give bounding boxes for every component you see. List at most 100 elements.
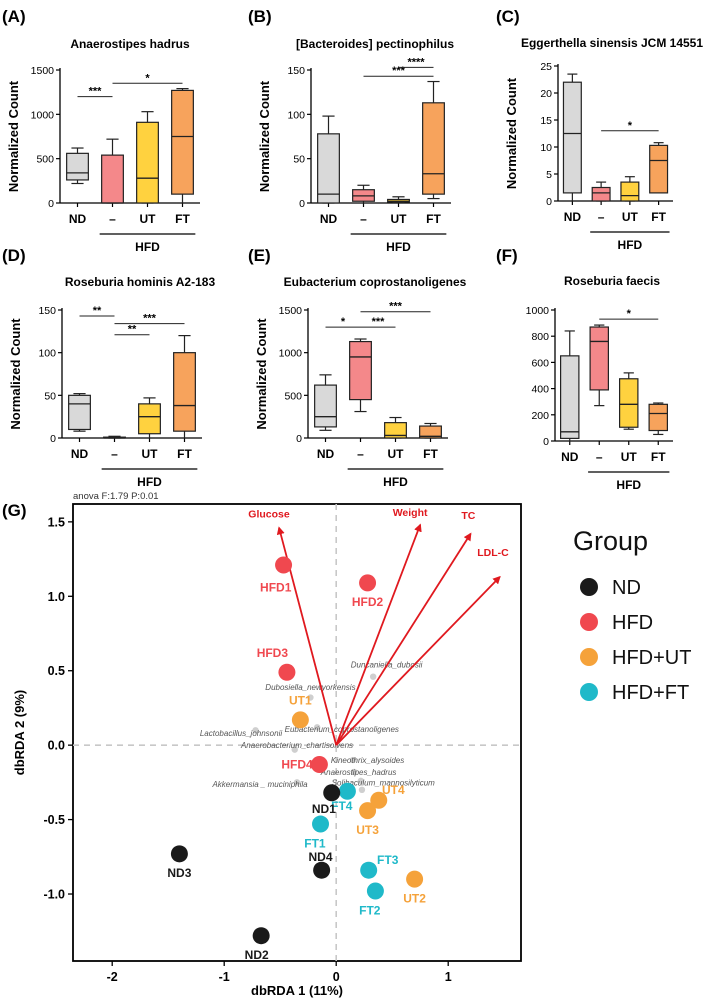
panel-letter: (E) bbox=[248, 246, 271, 265]
env-arrow-label: TC bbox=[461, 510, 475, 522]
x-tick-label: FT bbox=[177, 447, 192, 461]
box-panel-b: (B) [Bacteroides] pectinophilus Normalized… bbox=[248, 7, 454, 254]
box-panel-f: (F) Roseburia faecis 0 200 400 600 800 1000 ND – U… bbox=[496, 246, 673, 492]
x-tick-label: – bbox=[360, 212, 367, 226]
sample-label: HFD3 bbox=[257, 646, 289, 660]
sample-point bbox=[338, 782, 356, 800]
sample-point bbox=[323, 784, 341, 802]
box-nd bbox=[68, 393, 91, 432]
x-tick-label: – bbox=[111, 447, 118, 461]
env-arrow-label: LDL-C bbox=[477, 547, 509, 559]
taxon-point bbox=[350, 768, 358, 776]
y-tick-label: 15 bbox=[540, 115, 552, 127]
box-body bbox=[138, 403, 161, 435]
y-tick-label: -1.0 bbox=[43, 888, 65, 902]
significance-label: * bbox=[145, 72, 150, 84]
sample-label: UT4 bbox=[382, 783, 405, 797]
sample-point bbox=[360, 861, 378, 879]
y-axis-label: dbRDA 2 (9%) bbox=[12, 690, 27, 775]
x-tick-label: ND bbox=[317, 447, 335, 461]
y-tick-label: 200 bbox=[531, 410, 549, 422]
box-panel-c: (C)Eggerthella sinensis JCM 14551 Normali… bbox=[496, 7, 703, 252]
taxon-point bbox=[369, 673, 377, 680]
y-tick-label: 25 bbox=[540, 61, 552, 73]
taxon-label: Anaerostipes_hadrus bbox=[320, 768, 397, 777]
y-tick-label: 10 bbox=[540, 142, 552, 154]
group-label: HFD bbox=[383, 475, 408, 489]
panel-title: Anaerostipes hadrus bbox=[70, 37, 190, 51]
significance-label: * bbox=[628, 120, 633, 132]
panel-letter: (C) bbox=[496, 7, 520, 26]
x-tick-label: FT bbox=[426, 212, 441, 226]
panel-letter: (D) bbox=[2, 246, 26, 265]
legend-label: HFD bbox=[612, 612, 653, 634]
box-nd bbox=[317, 115, 340, 204]
box-body bbox=[422, 102, 445, 195]
y-tick-label: 150 bbox=[287, 65, 305, 77]
box-nd bbox=[560, 330, 580, 442]
sample-point bbox=[313, 861, 331, 879]
taxon-label: Anaerobacterium_chartisolvens bbox=[240, 741, 353, 750]
x-tick-label: ND bbox=[564, 210, 582, 224]
y-tick-label: 0 bbox=[543, 436, 549, 448]
box-body bbox=[66, 152, 89, 181]
legend-marker bbox=[580, 648, 598, 666]
sample-label: FT3 bbox=[377, 853, 399, 867]
sample-point bbox=[312, 815, 330, 833]
box-panel-a: (A) Anaerostipes hadrus Normalized Count 0 5… bbox=[2, 7, 200, 254]
y-axis-label: Normalized Count bbox=[504, 77, 519, 189]
sample-point bbox=[359, 802, 377, 820]
y-tick-label: 1.5 bbox=[48, 515, 65, 529]
x-tick-label: -1 bbox=[219, 970, 230, 984]
box-body bbox=[589, 326, 609, 391]
env-arrow-label: Glucose bbox=[248, 508, 290, 520]
box-ft bbox=[419, 422, 442, 439]
x-tick-label: FT bbox=[651, 450, 666, 464]
taxon-point bbox=[358, 786, 366, 794]
group-label: HFD bbox=[137, 475, 162, 489]
env-arrow bbox=[335, 523, 422, 746]
panel-letter: (B) bbox=[248, 7, 272, 26]
anova-text: anova F:1.79 P:0.01 bbox=[73, 491, 159, 502]
sample-point bbox=[291, 711, 309, 729]
box-body bbox=[384, 422, 407, 439]
y-tick-label: 1000 bbox=[31, 109, 55, 121]
legend-marker bbox=[580, 613, 598, 631]
legend-title: Group bbox=[573, 526, 648, 556]
x-tick-label: UT bbox=[622, 210, 639, 224]
legend-label: ND bbox=[612, 577, 641, 599]
box-ft bbox=[422, 80, 445, 200]
group-label: HFD bbox=[386, 240, 411, 254]
panel-title: Roseburia hominis A2-183 bbox=[65, 275, 216, 289]
y-tick-label: 1500 bbox=[279, 305, 303, 317]
significance-label: *** bbox=[392, 65, 406, 77]
x-tick-label: – bbox=[109, 212, 116, 226]
taxon-label: Kineothrix_alysoides bbox=[331, 756, 404, 765]
y-tick-label: 0 bbox=[546, 196, 552, 208]
box-hfd bbox=[349, 338, 372, 413]
legend-marker bbox=[580, 578, 598, 596]
box-body bbox=[562, 81, 582, 194]
y-tick-label: 0 bbox=[50, 433, 56, 445]
box-body bbox=[68, 394, 91, 431]
taxon-point bbox=[313, 724, 321, 731]
box-body bbox=[136, 121, 159, 204]
env-arrow bbox=[335, 532, 472, 746]
sample-label: HFD4 bbox=[281, 758, 313, 772]
x-tick-label: FT bbox=[175, 212, 190, 226]
sample-point bbox=[252, 927, 270, 945]
y-tick-label: 50 bbox=[44, 390, 56, 402]
x-tick-label: ND bbox=[320, 212, 338, 226]
x-tick-label: -2 bbox=[107, 970, 118, 984]
y-tick-label: 600 bbox=[531, 357, 549, 369]
box-nd bbox=[314, 374, 337, 431]
box-ut bbox=[620, 176, 640, 202]
sample-label: ND1 bbox=[312, 802, 336, 816]
x-tick-label: UT bbox=[391, 212, 408, 226]
legend-label: HFD+UT bbox=[612, 647, 691, 669]
y-tick-label: 0 bbox=[296, 433, 302, 445]
y-tick-label: 500 bbox=[36, 154, 54, 166]
significance-label: ** bbox=[128, 324, 137, 336]
box-hfd bbox=[101, 138, 124, 204]
significance-label: *** bbox=[372, 316, 386, 328]
